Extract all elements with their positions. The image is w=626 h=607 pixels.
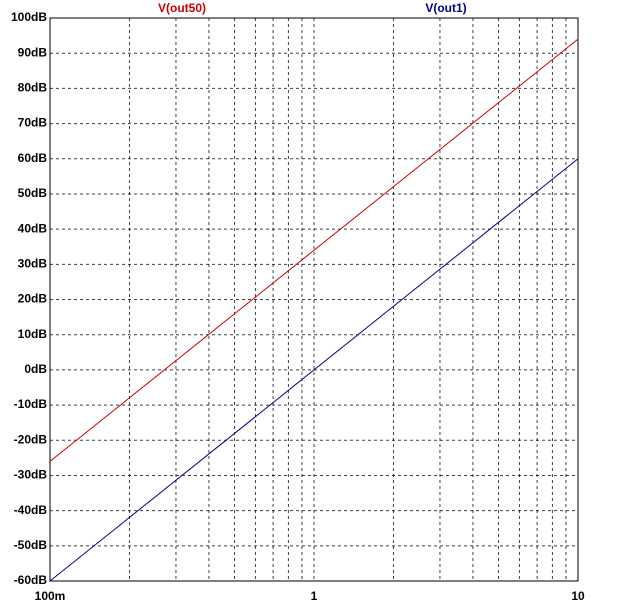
y-tick-label: 40dB <box>18 221 48 235</box>
y-tick-label: 70dB <box>18 116 48 130</box>
y-tick-label: 20dB <box>18 292 48 306</box>
series-line <box>49 38 579 462</box>
y-tick-label: -60dB <box>14 573 48 587</box>
y-tick-label: 90dB <box>18 45 48 59</box>
y-tick-label: 10dB <box>18 327 48 341</box>
y-tick-label: -20dB <box>14 432 48 446</box>
y-tick-label: -10dB <box>14 397 48 411</box>
x-tick-label: 100m <box>35 589 66 603</box>
y-tick-label: -50dB <box>14 538 48 552</box>
y-tick-label: 100dB <box>11 10 47 24</box>
y-tick-label: 60dB <box>18 151 48 165</box>
y-tick-label: 50dB <box>18 186 48 200</box>
legend-label: V(out1) <box>425 1 466 15</box>
y-tick-label: 0dB <box>24 362 47 376</box>
series-line <box>49 158 579 582</box>
y-tick-label: 80dB <box>18 81 48 95</box>
plot-frame <box>49 17 579 582</box>
x-tick-label: 1 <box>311 589 318 603</box>
y-tick-label: -40dB <box>14 503 48 517</box>
legend-label: V(out50) <box>158 1 206 15</box>
y-tick-label: -30dB <box>14 468 48 482</box>
y-tick-label: 30dB <box>18 256 48 270</box>
x-tick-label: 10 <box>571 589 585 603</box>
